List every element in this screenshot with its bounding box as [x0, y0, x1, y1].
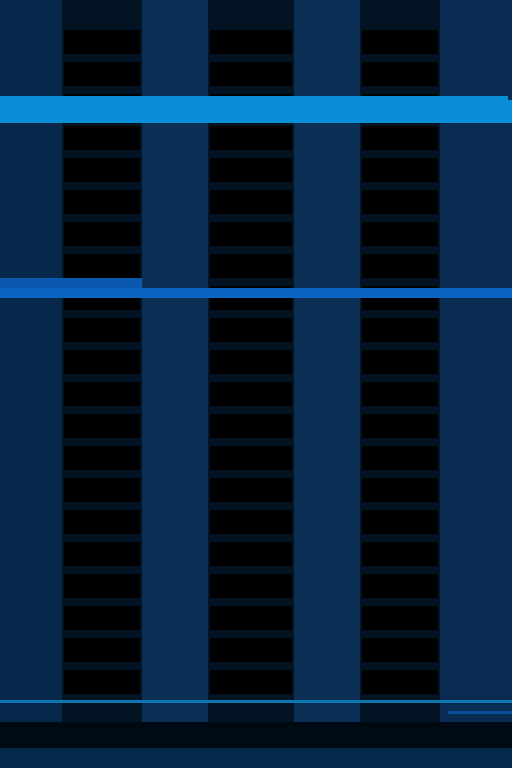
column-strip-1 — [0, 0, 62, 768]
grid-cell — [210, 62, 292, 86]
grid-cell — [362, 190, 438, 214]
grid-cell — [210, 414, 292, 438]
footer-dark-band — [0, 722, 512, 748]
grid-cell — [210, 606, 292, 630]
column-strip-4 — [440, 0, 512, 768]
footer-strip — [0, 748, 512, 768]
grid-cell — [64, 510, 140, 534]
grid-cell — [362, 446, 438, 470]
grid-cell — [362, 222, 438, 246]
grid-cell — [210, 126, 292, 150]
grid-cell — [362, 670, 438, 694]
scan-bar-primary — [0, 96, 512, 123]
grid-cell — [362, 478, 438, 502]
grid-cell — [210, 158, 292, 182]
grid-cell — [210, 318, 292, 342]
grid-cell — [210, 254, 292, 278]
grid-cell — [210, 30, 292, 54]
grid-cell — [362, 414, 438, 438]
grid-cell — [362, 30, 438, 54]
grid-cell — [210, 382, 292, 406]
grid-cell — [64, 350, 140, 374]
grid-cell — [362, 126, 438, 150]
grid-cell — [64, 606, 140, 630]
grid-cell — [210, 670, 292, 694]
grid-cell — [362, 510, 438, 534]
grid-cell — [64, 574, 140, 598]
column-strip-2 — [142, 0, 208, 768]
scan-bar-secondary — [0, 288, 512, 298]
grid-cell — [362, 318, 438, 342]
grid-cell — [362, 382, 438, 406]
grid-cell — [362, 254, 438, 278]
grid-cell — [64, 670, 140, 694]
grid-cell — [362, 62, 438, 86]
grid-cell — [210, 222, 292, 246]
grid-cell — [362, 350, 438, 374]
grid-cell — [362, 158, 438, 182]
grid-cell — [64, 222, 140, 246]
grid-cell — [64, 158, 140, 182]
grid-cell — [64, 382, 140, 406]
grid-cell — [64, 446, 140, 470]
grid-cell — [64, 62, 140, 86]
grid-cell — [362, 606, 438, 630]
grid-cell — [210, 574, 292, 598]
column-strip-3 — [294, 0, 360, 768]
grid-cell — [64, 254, 140, 278]
grid-cell — [210, 638, 292, 662]
grid-cell — [64, 478, 140, 502]
grid-cell — [210, 542, 292, 566]
grid-cell — [210, 190, 292, 214]
scan-line-bottom-right — [448, 711, 512, 714]
grid-cell — [64, 542, 140, 566]
grid-cell — [64, 190, 140, 214]
grid-cell — [64, 318, 140, 342]
scan-line-bottom — [0, 700, 512, 703]
grid-cell — [64, 126, 140, 150]
grid-cell — [210, 510, 292, 534]
grid-cell — [64, 30, 140, 54]
grid-cell — [210, 350, 292, 374]
grid-cell — [362, 638, 438, 662]
grid-cell — [210, 478, 292, 502]
grid-cell — [64, 414, 140, 438]
grid-cell — [362, 574, 438, 598]
grid-cell — [210, 446, 292, 470]
grid-cell — [64, 638, 140, 662]
grid-cell — [362, 542, 438, 566]
